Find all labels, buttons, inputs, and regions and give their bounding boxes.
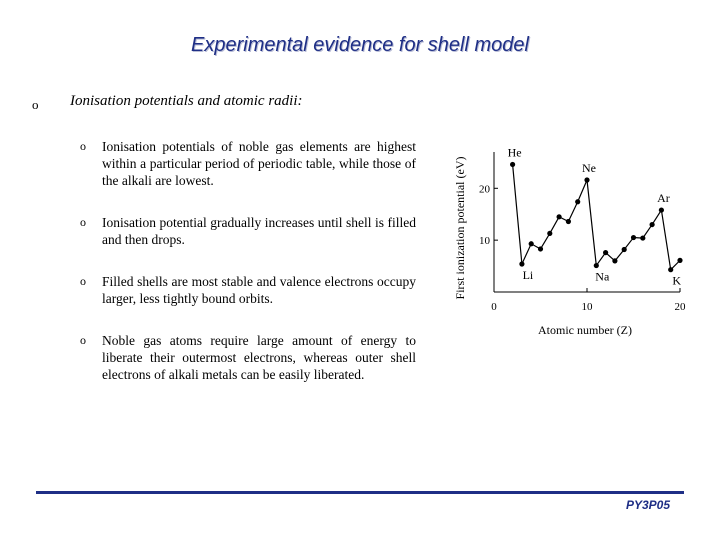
bullet-item-3: o Filled shells are most stable and vale… <box>80 273 416 307</box>
footer-code: PY3P05 <box>625 498 670 512</box>
y-tick-label: 20 <box>479 183 491 195</box>
y-tick-label: 10 <box>479 235 491 247</box>
bullet-item-1: o Ionisation potentials of noble gas ele… <box>80 138 416 189</box>
y-axis-label: First ionization potential (eV) <box>453 157 467 300</box>
bullet-item-2: o Ionisation potential gradually increas… <box>80 214 416 248</box>
chart-axes: 10 20 0 10 20 <box>479 152 686 313</box>
x-tick-label: 10 <box>582 301 594 313</box>
bullet-text: Filled shells are most stable and valenc… <box>102 274 416 306</box>
data-point <box>640 235 646 241</box>
data-point <box>537 246 544 252</box>
data-point <box>519 261 525 267</box>
data-point <box>575 199 581 205</box>
bullet-icon: o <box>80 333 86 347</box>
bullet-text: Noble gas atoms require large amount of … <box>102 333 416 382</box>
bullet-text: Ionisation potentials of noble gas eleme… <box>102 139 416 188</box>
data-point <box>556 214 562 220</box>
x-axis-label: Atomic number (Z) <box>538 323 632 337</box>
data-point <box>528 241 534 247</box>
bullet-icon: o <box>80 215 86 229</box>
element-label: Ne <box>582 161 596 175</box>
bullet-icon: o <box>80 139 86 153</box>
data-point <box>565 218 571 225</box>
footer-divider <box>36 491 684 494</box>
bullet-icon: o <box>80 274 86 288</box>
slide-title: Experimental evidence for shell model <box>191 34 529 56</box>
x-tick-label: 20 <box>675 301 687 313</box>
main-heading: Ionisation potentials and atomic radii: <box>70 93 303 109</box>
data-point <box>649 221 655 228</box>
main-bullet-icon: o <box>32 97 39 112</box>
data-point <box>677 257 683 263</box>
series-line <box>512 164 681 271</box>
data-point <box>584 177 590 183</box>
data-point <box>658 207 664 213</box>
data-point <box>621 246 627 253</box>
data-point <box>593 262 599 269</box>
data-point <box>612 258 618 264</box>
data-point <box>510 161 516 168</box>
element-label: He <box>508 148 522 159</box>
element-label: K <box>672 274 681 288</box>
element-label: Li <box>523 268 534 282</box>
data-point <box>630 234 637 241</box>
element-label: Na <box>595 270 610 284</box>
data-point <box>547 230 553 237</box>
data-point <box>603 249 609 256</box>
bullet-item-4: o Noble gas atoms require large amount o… <box>80 332 416 383</box>
chart-marks: He Li Ne Na Ar K <box>508 148 683 288</box>
data-point <box>668 267 674 273</box>
x-tick-label: 0 <box>491 301 497 313</box>
bullet-text: Ionisation potential gradually increases… <box>102 215 416 247</box>
element-label: Ar <box>657 191 670 205</box>
